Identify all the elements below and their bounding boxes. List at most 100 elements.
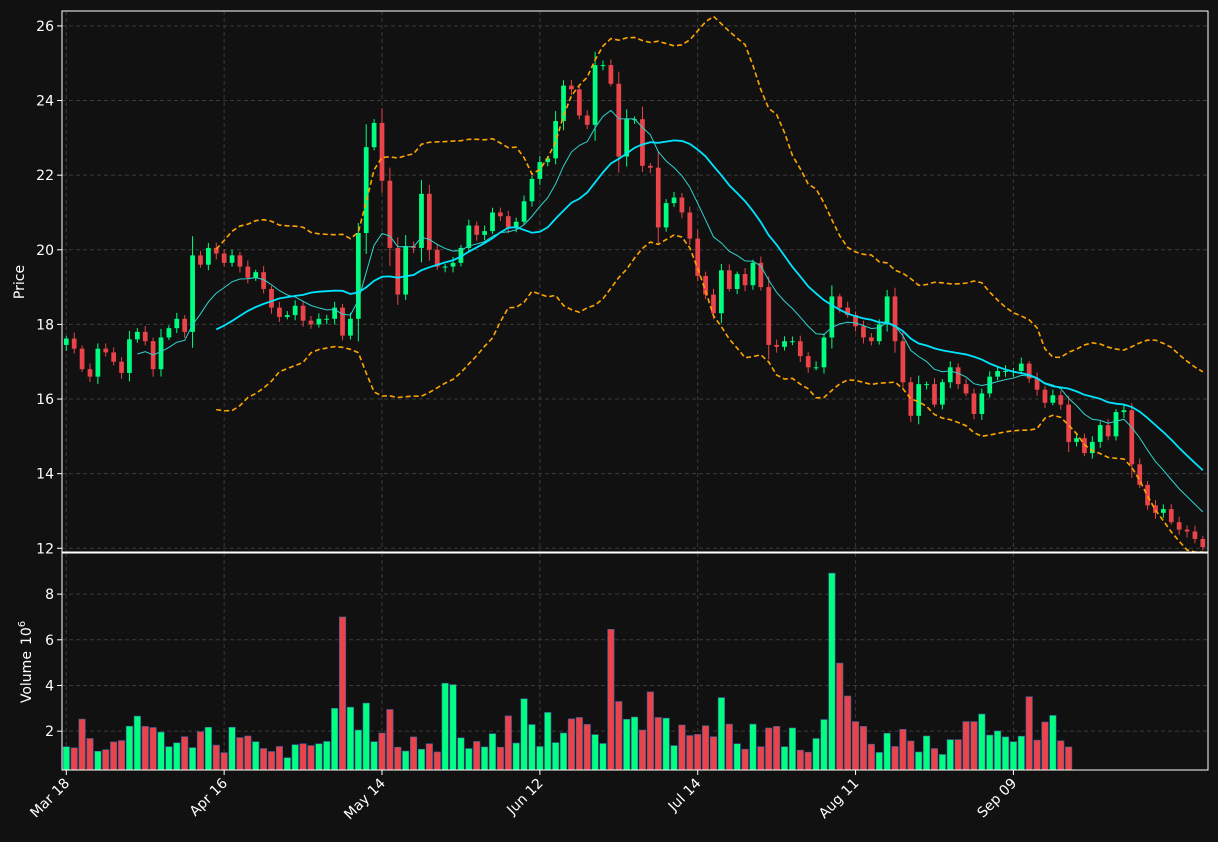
candle-body <box>442 266 448 268</box>
candle-body <box>884 296 890 325</box>
bollinger-lower-line <box>216 234 1203 553</box>
volume-bar <box>1017 735 1025 771</box>
volume-bar <box>852 721 860 771</box>
candle-body <box>584 115 590 125</box>
candle-body <box>1003 371 1008 373</box>
volume-bar <box>165 746 173 771</box>
volume-bar <box>425 743 433 771</box>
candle-body <box>703 275 708 295</box>
volume-bar <box>702 725 710 771</box>
volume-bar <box>773 726 781 771</box>
volume-bar <box>204 726 212 771</box>
candle-body <box>277 307 282 317</box>
candle-body <box>545 158 551 163</box>
candle-body <box>758 262 764 288</box>
candle-body <box>1113 412 1119 437</box>
volume-bar <box>930 748 939 771</box>
candle-body <box>797 341 803 357</box>
volume-bar <box>1065 746 1073 771</box>
candle-body <box>158 337 164 370</box>
candle-body <box>166 328 172 338</box>
volume-bar <box>788 727 796 771</box>
volume-bar <box>646 691 654 771</box>
volume-tick-label: 6 <box>45 633 54 649</box>
candle-body <box>624 119 630 157</box>
candle-body <box>616 83 622 157</box>
volume-bar <box>212 744 220 771</box>
candle-body <box>640 119 645 166</box>
candle-body <box>529 178 535 202</box>
volume-bar <box>94 750 102 771</box>
candle-body <box>695 238 701 276</box>
candle-body <box>1145 484 1150 506</box>
volume-bar <box>78 718 86 771</box>
candle-body <box>569 85 574 90</box>
candle-body <box>868 337 874 342</box>
candle-body <box>916 384 922 416</box>
volume-bar <box>110 741 118 771</box>
candle-body <box>1074 438 1079 442</box>
volume-bar <box>173 742 181 771</box>
candle-body <box>861 326 866 338</box>
candle-body <box>774 344 779 347</box>
candle-body <box>1050 395 1056 403</box>
volume-bar <box>820 719 828 771</box>
volume-bar <box>709 736 718 771</box>
candle-body <box>742 274 748 286</box>
moving-averages <box>137 109 1204 513</box>
candle-body <box>1137 464 1143 485</box>
volume-bar <box>536 746 544 771</box>
candle-body <box>355 232 361 319</box>
volume-bar <box>717 697 725 771</box>
candle-body <box>979 393 985 414</box>
candle-body <box>111 352 117 362</box>
volume-bar <box>354 729 362 771</box>
volume-bar <box>410 736 418 771</box>
candle-body <box>726 270 732 289</box>
volume-tick-label: 4 <box>45 678 54 694</box>
volume-bar <box>362 702 370 771</box>
candle-body <box>537 162 543 179</box>
candle-body <box>119 361 124 373</box>
candle-body <box>845 307 851 316</box>
ema-line <box>137 109 1204 513</box>
candle-body <box>498 212 503 217</box>
candle-body <box>95 348 101 377</box>
volume-bar <box>749 723 757 771</box>
price-tick-label: 24 <box>36 94 54 110</box>
candle-body <box>1192 531 1198 539</box>
volume-bar <box>686 735 694 771</box>
candle-body <box>1184 529 1190 532</box>
volume-bar <box>331 708 339 771</box>
candle-body <box>198 255 203 265</box>
candle-body <box>348 318 353 336</box>
candle-body <box>592 65 598 125</box>
volume-bar <box>733 743 741 771</box>
volume-bar <box>615 701 623 771</box>
candle-body <box>142 331 148 342</box>
volume-bar <box>986 734 994 771</box>
volume-bar <box>189 747 197 771</box>
volume-bar <box>1025 696 1033 771</box>
volume-bar <box>378 732 386 771</box>
volume-bar <box>315 743 323 771</box>
candle-body <box>663 203 669 228</box>
volume-bar <box>291 744 299 771</box>
volume-bar <box>938 754 946 771</box>
candle-body <box>766 287 772 345</box>
volume-bar <box>473 741 481 771</box>
volume-bar <box>623 718 631 771</box>
price-tick-label: 18 <box>36 317 54 333</box>
volume-bar <box>70 747 78 771</box>
candle-body <box>963 384 969 394</box>
candle-body <box>1058 395 1064 405</box>
price-panel-frame <box>61 10 1209 553</box>
volume-bar <box>62 746 70 771</box>
volume-bar <box>465 748 473 771</box>
candle-body <box>553 121 559 159</box>
volume-bar <box>923 735 931 771</box>
candle-body <box>340 307 345 336</box>
bollinger-upper-line <box>215 15 1204 373</box>
volume-bar <box>804 751 812 771</box>
